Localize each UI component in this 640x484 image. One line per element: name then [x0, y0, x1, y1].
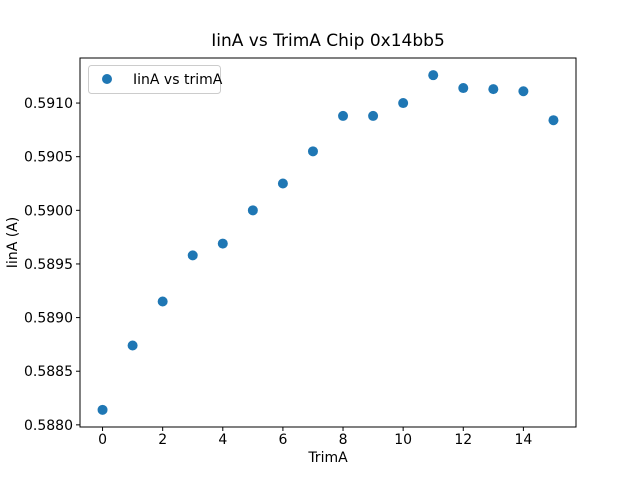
data-point — [458, 83, 469, 94]
data-point — [548, 115, 559, 126]
data-point — [518, 86, 529, 97]
legend-label: IinA vs trimA — [133, 72, 223, 88]
x-tick-label: 10 — [394, 432, 412, 448]
plot-frame — [79, 57, 577, 428]
x-tick-label: 0 — [98, 432, 107, 448]
y-tick-label: 0.5900 — [24, 203, 73, 219]
data-point — [277, 178, 288, 189]
y-tick-label: 0.5885 — [24, 364, 73, 380]
x-tick-label: 4 — [218, 432, 227, 448]
data-point — [398, 98, 409, 109]
y-tick-label: 0.5905 — [24, 150, 73, 166]
x-axis-label: TrimA — [307, 450, 348, 466]
data-point — [157, 296, 168, 307]
x-tick-label: 14 — [514, 432, 532, 448]
legend-box — [88, 65, 221, 94]
chart-title: IinA vs TrimA Chip 0x14bb5 — [211, 31, 445, 51]
data-point — [247, 205, 258, 216]
y-tick-label: 0.5890 — [24, 311, 73, 327]
legend-marker-icon — [102, 74, 112, 84]
legend: IinA vs trimA — [88, 65, 223, 94]
data-point — [97, 404, 108, 415]
data-point — [338, 110, 349, 121]
x-tick-label: 12 — [454, 432, 472, 448]
x-tick-label: 6 — [278, 432, 287, 448]
data-point — [428, 70, 439, 81]
x-tick-label: 8 — [339, 432, 348, 448]
data-point — [217, 238, 228, 249]
axes-spines — [79, 57, 577, 428]
data-point — [187, 250, 198, 261]
y-tick-label: 0.5895 — [24, 257, 73, 273]
x-tick-label: 2 — [158, 432, 167, 448]
data-point — [488, 84, 499, 95]
data-point — [307, 146, 318, 157]
y-tick-label: 0.5910 — [24, 96, 73, 112]
scatter-points — [97, 70, 559, 415]
y-axis-label: IinA (A) — [5, 217, 21, 268]
data-point — [127, 340, 138, 351]
data-point — [368, 110, 379, 121]
y-tick-label: 0.5880 — [24, 418, 73, 434]
axis-ticks: 0 2 4 6 8 10 12 14 0.5880 0.5885 0.5890 0.5895 0.590… — [24, 96, 532, 448]
